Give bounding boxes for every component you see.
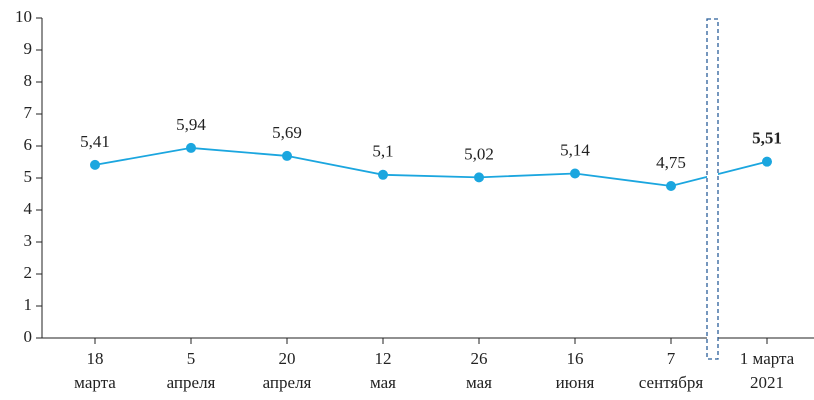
data-label: 4,75 <box>656 153 686 172</box>
data-label: 5,94 <box>176 115 206 134</box>
data-label: 5,14 <box>560 140 590 159</box>
y-tick-label: 2 <box>24 263 33 282</box>
x-tick-label: 16 <box>567 349 584 368</box>
x-tick-label: 2021 <box>750 373 784 392</box>
x-tick-label: 18 <box>87 349 104 368</box>
x-tick-label: мая <box>370 373 396 392</box>
y-tick-label: 10 <box>15 7 32 26</box>
x-tick-label: марта <box>74 373 116 392</box>
data-label: 5,41 <box>80 132 110 151</box>
y-tick-label: 5 <box>24 167 33 186</box>
x-tick-label: апреля <box>263 373 312 392</box>
data-label: 5,02 <box>464 144 494 163</box>
data-point <box>474 172 484 183</box>
y-tick-label: 8 <box>24 71 33 90</box>
y-tick-label: 7 <box>24 103 33 122</box>
y-tick-label: 1 <box>24 295 33 314</box>
x-tick-label: 7 <box>667 349 676 368</box>
x-tick-label: 5 <box>187 349 196 368</box>
data-point <box>666 181 676 191</box>
y-tick-label: 0 <box>24 327 33 346</box>
series-line <box>94 147 768 187</box>
x-tick-label: мая <box>466 373 492 392</box>
data-point <box>378 169 388 180</box>
x-tick-label: апреля <box>167 373 216 392</box>
y-tick-label: 3 <box>24 231 33 250</box>
x-tick-label: сентября <box>639 373 704 392</box>
data-label: 5,69 <box>272 123 302 142</box>
data-point <box>186 142 196 153</box>
x-tick-label: июня <box>556 373 595 392</box>
data-point <box>762 156 772 167</box>
y-tick-label: 4 <box>24 199 33 218</box>
x-tick-label: 20 <box>279 349 296 368</box>
data-point <box>90 159 100 170</box>
x-tick-label: 26 <box>471 349 488 368</box>
data-point <box>570 168 580 179</box>
data-point <box>282 150 292 161</box>
y-tick-label: 9 <box>24 39 33 58</box>
y-tick-label: 6 <box>24 135 33 154</box>
data-label: 5,1 <box>372 142 393 161</box>
break-marker <box>706 18 719 360</box>
data-label: 5,51 <box>752 129 782 148</box>
x-tick-label: 1 марта <box>740 349 795 368</box>
x-tick-label: 12 <box>375 349 392 368</box>
